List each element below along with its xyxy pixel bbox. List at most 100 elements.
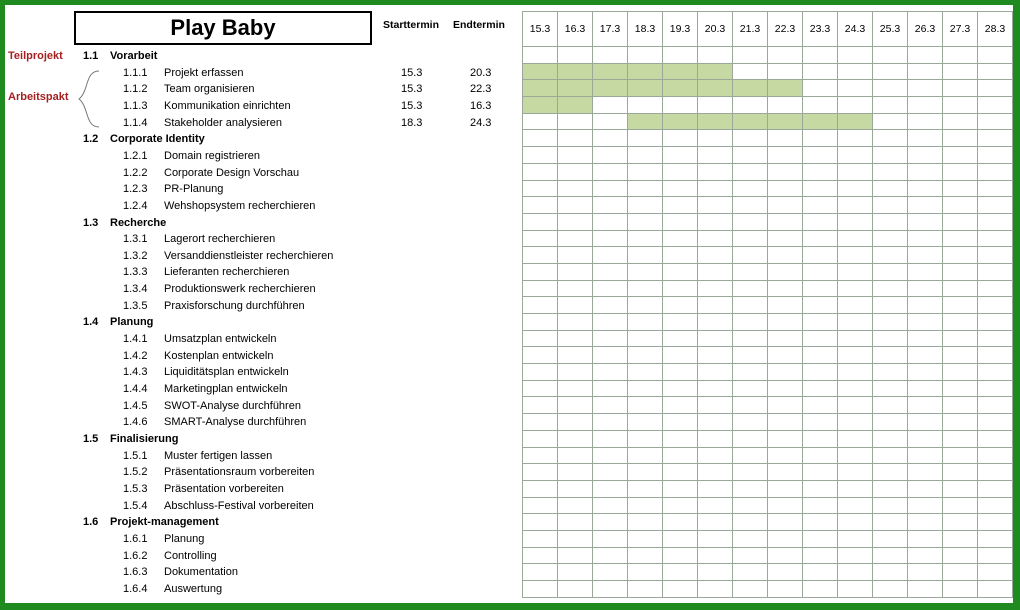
gantt-cell [662,513,698,531]
gantt-bar-cell [732,79,768,98]
gantt-cell [697,446,733,465]
task-label: Liquiditätsplan entwickeln [164,366,289,379]
gantt-row [522,529,1013,548]
gantt-cell [977,212,1013,231]
gantt-cell [662,96,698,114]
gantt-cell [662,379,698,398]
gantt-cell [767,229,803,248]
gantt-cell [592,112,628,131]
gantt-cell [872,379,908,398]
gantt-cell [732,513,768,531]
gantt-cell [592,162,628,181]
gantt-cell [592,46,628,64]
gantt-cell [907,313,943,331]
gantt-cell [697,146,733,164]
gantt-cell [942,346,978,365]
gantt-cell [977,262,1013,281]
gantt-cell [802,179,838,198]
gantt-cell [837,196,873,214]
gantt-cell [557,129,593,148]
gantt-row [522,546,1013,565]
gantt-cell [592,246,628,264]
task-label: Lieferanten recherchieren [164,266,290,279]
gantt-cell [522,563,558,581]
gantt-cell [627,446,663,465]
gantt-cell [627,463,663,481]
gantt-cell [977,179,1013,198]
task-number: 1.2.4 [123,199,148,212]
gantt-cell [557,529,593,548]
gantt-cell [592,513,628,531]
gantt-cell [767,463,803,481]
gantt-cell [872,212,908,231]
date-column-header: 23.3 [802,11,838,47]
gantt-cell [522,129,558,148]
gantt-cell [872,62,908,81]
gantt-cell [697,279,733,298]
task-number: 1.3.5 [123,299,148,312]
gantt-cell [977,329,1013,348]
gantt-cell [837,479,873,498]
gantt-cell [732,262,768,281]
gantt-cell [907,396,943,415]
task-number: 1.3.4 [123,283,148,296]
gantt-cell [837,229,873,248]
gantt-cell [942,229,978,248]
gantt-cell [627,479,663,498]
gantt-cell [732,179,768,198]
gantt-cell [977,463,1013,481]
gantt-cell [732,162,768,181]
gantt-cell [522,546,558,565]
gantt-bar-cell [627,79,663,98]
gantt-cell [592,346,628,365]
gantt-cell [837,262,873,281]
gantt-cell [977,563,1013,581]
gantt-cell [662,546,698,565]
task-number: 1.6.2 [123,549,148,562]
gantt-bar-cell [522,79,558,98]
gantt-cell [522,580,558,598]
gantt-cell [732,196,768,214]
task-label: Team organisieren [164,83,255,96]
task-label: Corporate Identity [110,133,205,146]
gantt-cell [522,413,558,431]
gantt-cell [557,246,593,264]
gantt-cell [837,413,873,431]
gantt-cell [592,329,628,348]
gantt-cell [557,329,593,348]
gantt-cell [872,196,908,214]
gantt-bar-cell [802,112,838,131]
task-label: Präsentation vorbereiten [164,482,284,495]
gantt-cell [977,246,1013,264]
gantt-cell [872,529,908,548]
gantt-cell [802,580,838,598]
gantt-cell [627,162,663,181]
task-number: 1.5.3 [123,482,148,495]
gantt-cell [942,496,978,515]
gantt-cell [837,62,873,81]
gantt-cell [522,429,558,448]
task-number: 1.2 [83,133,99,146]
gantt-cell [907,146,943,164]
gantt-cell [837,396,873,415]
gantt-cell [697,179,733,198]
gantt-cell [977,129,1013,148]
gantt-cell [732,479,768,498]
gantt-cell [837,446,873,465]
gantt-cell [697,162,733,181]
gantt-cell [942,162,978,181]
gantt-cell [557,513,593,531]
task-number: 1.6.1 [123,532,148,545]
gantt-cell [557,429,593,448]
gantt-row [522,313,1013,331]
gantt-cell [977,513,1013,531]
gantt-cell [592,296,628,314]
gantt-cell [522,146,558,164]
gantt-cell [697,96,733,114]
gantt-cell [522,496,558,515]
gantt-row [522,296,1013,314]
gantt-cell [627,513,663,531]
task-end-date: 22.3 [470,83,492,96]
gantt-cell [662,246,698,264]
gantt-cell [767,212,803,231]
